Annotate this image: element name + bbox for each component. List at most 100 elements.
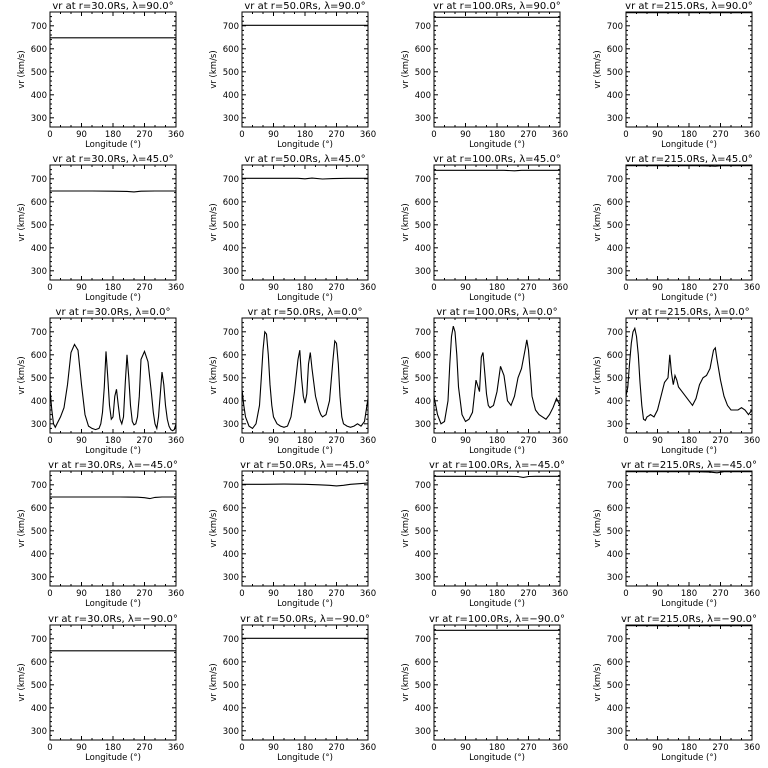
vr-series-line	[626, 326, 752, 422]
x-tick-label: 270	[328, 589, 344, 599]
panel-r3-c1: vr at r=50.0Rs, λ=−45.0° 0 90 180 270 360 300 4…	[209, 460, 376, 609]
x-tick-label: 180	[297, 589, 313, 599]
panel-title: vr at r=50.0Rs, λ=45.0°	[244, 154, 365, 165]
x-axis-label: Longitude (°)	[469, 293, 525, 303]
x-tick-label: 270	[712, 743, 728, 753]
x-tick-label: 180	[489, 589, 505, 599]
y-tick-label: 300	[607, 573, 623, 583]
x-tick-label: 360	[360, 436, 376, 446]
plot-frame	[625, 470, 753, 587]
y-tick-label: 400	[415, 244, 431, 254]
y-axis-label: vr (km/s)	[593, 509, 603, 547]
x-tick-label: 360	[360, 743, 376, 753]
plot-frame	[625, 317, 753, 434]
x-tick-label: 90	[652, 283, 663, 293]
x-axis-label: Longitude (°)	[85, 599, 141, 609]
y-axis-label: vr (km/s)	[593, 663, 603, 701]
y-tick-label: 500	[31, 681, 47, 691]
y-tick-label: 700	[607, 635, 623, 645]
panel-r4-c3: vr at r=215.0Rs, λ=−90.0° 0 90 180 270 360 300…	[593, 614, 760, 763]
y-tick-label: 400	[223, 550, 239, 560]
y-axis-label: vr (km/s)	[17, 50, 27, 88]
panel-r4-c0: vr at r=30.0Rs, λ=−90.0° 0 90 180 270 360 300 4…	[17, 614, 184, 763]
vr-series-line	[242, 177, 368, 180]
y-tick-label: 300	[607, 114, 623, 124]
panel-r0-c0: vr at r=30.0Rs, λ=90.0° 0 90 180 270 360 300 40…	[17, 1, 184, 150]
panel-r2-c0: vr at r=30.0Rs, λ=0.0° 0 90 180 270 360 300 400…	[17, 307, 184, 456]
x-tick-label: 90	[652, 589, 663, 599]
plot-frame	[241, 470, 369, 587]
x-tick-label: 180	[297, 283, 313, 293]
y-tick-label: 400	[415, 397, 431, 407]
y-tick-label: 700	[31, 175, 47, 185]
vr-series-line	[50, 496, 176, 500]
y-tick-label: 600	[415, 658, 431, 668]
y-axis-label: vr (km/s)	[209, 509, 219, 547]
y-tick-label: 300	[223, 267, 239, 277]
y-tick-label: 600	[607, 45, 623, 55]
y-tick-label: 700	[31, 481, 47, 491]
x-tick-label: 0	[239, 589, 244, 599]
x-tick-label: 360	[360, 283, 376, 293]
x-tick-label: 270	[328, 283, 344, 293]
x-tick-label: 360	[168, 436, 184, 446]
vr-series-line	[434, 325, 560, 425]
x-tick-label: 0	[239, 130, 244, 140]
y-tick-label: 500	[607, 681, 623, 691]
x-axis-label: Longitude (°)	[277, 140, 333, 150]
x-axis-label: Longitude (°)	[469, 599, 525, 609]
panel-title: vr at r=50.0Rs, λ=90.0°	[244, 1, 365, 12]
x-tick-label: 270	[520, 283, 536, 293]
panel-title: vr at r=30.0Rs, λ=−90.0°	[48, 614, 178, 625]
panel-r0-c2: vr at r=100.0Rs, λ=90.0° 0 90 180 270 360 300 4…	[401, 1, 568, 150]
y-tick-label: 300	[31, 267, 47, 277]
panel-r2-c2: vr at r=100.0Rs, λ=0.0° 0 90 180 270 360 300 40…	[401, 307, 568, 456]
y-tick-label: 600	[415, 351, 431, 361]
x-axis-label: Longitude (°)	[661, 446, 717, 456]
y-tick-label: 700	[223, 175, 239, 185]
y-tick-label: 300	[415, 267, 431, 277]
panel-r2-c3: vr at r=215.0Rs, λ=0.0° 0 90 180 270 360 300 40…	[593, 307, 760, 456]
x-axis-label: Longitude (°)	[85, 446, 141, 456]
y-axis-label: vr (km/s)	[17, 509, 27, 547]
plot-frame	[241, 164, 369, 281]
x-tick-label: 90	[268, 589, 279, 599]
plot-frame	[625, 164, 753, 281]
x-tick-label: 180	[297, 436, 313, 446]
y-tick-label: 300	[31, 114, 47, 124]
x-tick-label: 180	[489, 436, 505, 446]
y-axis-label: vr (km/s)	[209, 203, 219, 241]
y-tick-label: 600	[415, 198, 431, 208]
y-tick-label: 500	[607, 374, 623, 384]
x-tick-label: 270	[520, 130, 536, 140]
x-axis-label: Longitude (°)	[277, 293, 333, 303]
y-tick-label: 300	[415, 114, 431, 124]
y-axis-label: vr (km/s)	[593, 50, 603, 88]
panel-title: vr at r=100.0Rs, λ=−45.0°	[429, 460, 565, 471]
y-tick-label: 500	[607, 68, 623, 78]
y-tick-label: 500	[31, 221, 47, 231]
y-tick-label: 700	[223, 328, 239, 338]
x-tick-label: 270	[136, 589, 152, 599]
y-tick-label: 600	[31, 198, 47, 208]
y-tick-label: 500	[223, 221, 239, 231]
y-tick-label: 600	[223, 45, 239, 55]
y-tick-label: 500	[223, 527, 239, 537]
x-tick-label: 270	[520, 589, 536, 599]
y-tick-label: 500	[223, 374, 239, 384]
x-tick-label: 90	[76, 743, 87, 753]
panel-r0-c1: vr at r=50.0Rs, λ=90.0° 0 90 180 270 360 300 40…	[209, 1, 376, 150]
y-tick-label: 600	[31, 45, 47, 55]
y-tick-label: 500	[31, 527, 47, 537]
y-tick-label: 600	[607, 658, 623, 668]
x-tick-label: 360	[744, 589, 760, 599]
y-tick-label: 300	[607, 420, 623, 430]
panel-r0-c3: vr at r=215.0Rs, λ=90.0° 0 90 180 270 360 300 4…	[593, 1, 760, 150]
x-tick-label: 0	[431, 283, 436, 293]
x-tick-label: 360	[744, 130, 760, 140]
y-tick-label: 400	[223, 244, 239, 254]
x-tick-label: 90	[268, 743, 279, 753]
y-tick-label: 300	[31, 573, 47, 583]
panel-title: vr at r=215.0Rs, λ=45.0°	[625, 154, 753, 165]
